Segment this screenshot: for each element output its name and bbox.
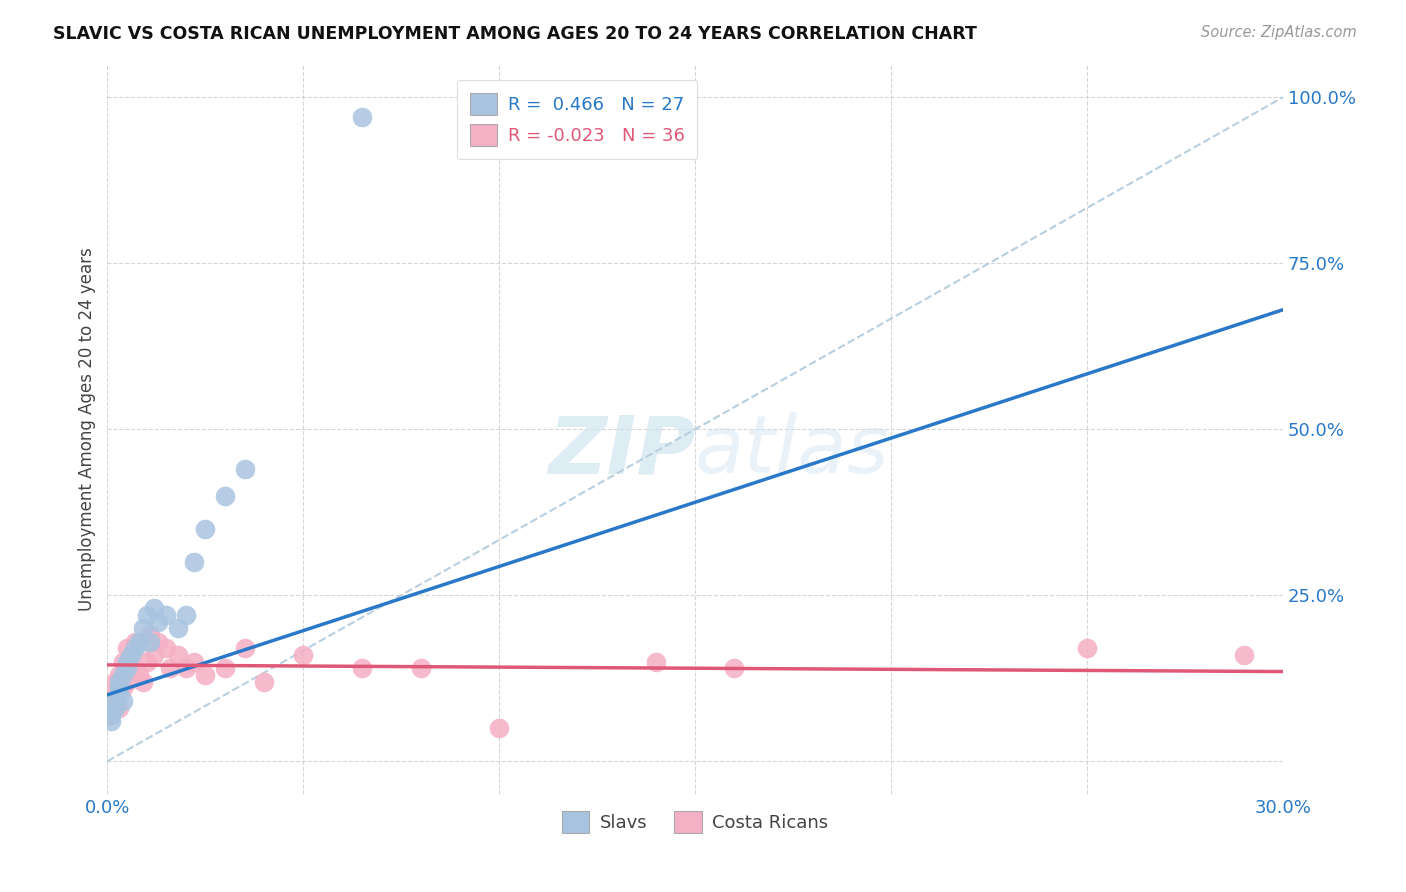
Point <box>112 681 135 695</box>
Point <box>194 668 217 682</box>
Point <box>139 628 162 642</box>
Point <box>131 621 153 635</box>
Point <box>104 701 127 715</box>
Point <box>120 648 142 662</box>
Point <box>112 668 135 682</box>
Point <box>104 694 127 708</box>
Point <box>120 648 142 662</box>
Point <box>148 615 170 629</box>
Point <box>1233 648 1256 662</box>
Point <box>100 688 122 702</box>
Point <box>100 707 122 722</box>
Point <box>167 648 190 662</box>
Point <box>1076 641 1098 656</box>
Point <box>124 641 146 656</box>
Point <box>115 641 138 656</box>
Point <box>183 555 205 569</box>
Point <box>174 661 197 675</box>
Point <box>233 641 256 656</box>
Point <box>135 655 157 669</box>
Point <box>108 668 131 682</box>
Point <box>124 634 146 648</box>
Point <box>233 462 256 476</box>
Point <box>104 694 127 708</box>
Point <box>100 714 122 729</box>
Point <box>128 668 150 682</box>
Point <box>409 661 432 675</box>
Point <box>108 701 131 715</box>
Point <box>100 707 122 722</box>
Point <box>112 655 135 669</box>
Point <box>159 661 181 675</box>
Point <box>214 661 236 675</box>
Point <box>108 681 131 695</box>
Point <box>155 641 177 656</box>
Point <box>108 674 131 689</box>
Point <box>488 721 510 735</box>
Point <box>723 661 745 675</box>
Point <box>143 648 166 662</box>
Legend: Slavs, Costa Ricans: Slavs, Costa Ricans <box>554 804 835 840</box>
Point <box>214 489 236 503</box>
Point <box>135 608 157 623</box>
Text: atlas: atlas <box>695 412 890 490</box>
Point <box>352 110 374 124</box>
Point <box>253 674 276 689</box>
Point <box>174 608 197 623</box>
Y-axis label: Unemployment Among Ages 20 to 24 years: Unemployment Among Ages 20 to 24 years <box>79 247 96 611</box>
Point <box>112 694 135 708</box>
Point <box>120 661 142 675</box>
Point <box>115 674 138 689</box>
Point <box>155 608 177 623</box>
Point <box>167 621 190 635</box>
Point <box>108 688 131 702</box>
Point <box>128 634 150 648</box>
Text: SLAVIC VS COSTA RICAN UNEMPLOYMENT AMONG AGES 20 TO 24 YEARS CORRELATION CHART: SLAVIC VS COSTA RICAN UNEMPLOYMENT AMONG… <box>53 25 977 43</box>
Point <box>115 661 138 675</box>
Point <box>183 655 205 669</box>
Point <box>131 674 153 689</box>
Point <box>292 648 315 662</box>
Point <box>139 634 162 648</box>
Point <box>352 661 374 675</box>
Point <box>143 601 166 615</box>
Text: ZIP: ZIP <box>548 412 695 490</box>
Point <box>194 522 217 536</box>
Point <box>115 655 138 669</box>
Point <box>104 674 127 689</box>
Point <box>148 634 170 648</box>
Point <box>645 655 668 669</box>
Text: Source: ZipAtlas.com: Source: ZipAtlas.com <box>1201 25 1357 40</box>
